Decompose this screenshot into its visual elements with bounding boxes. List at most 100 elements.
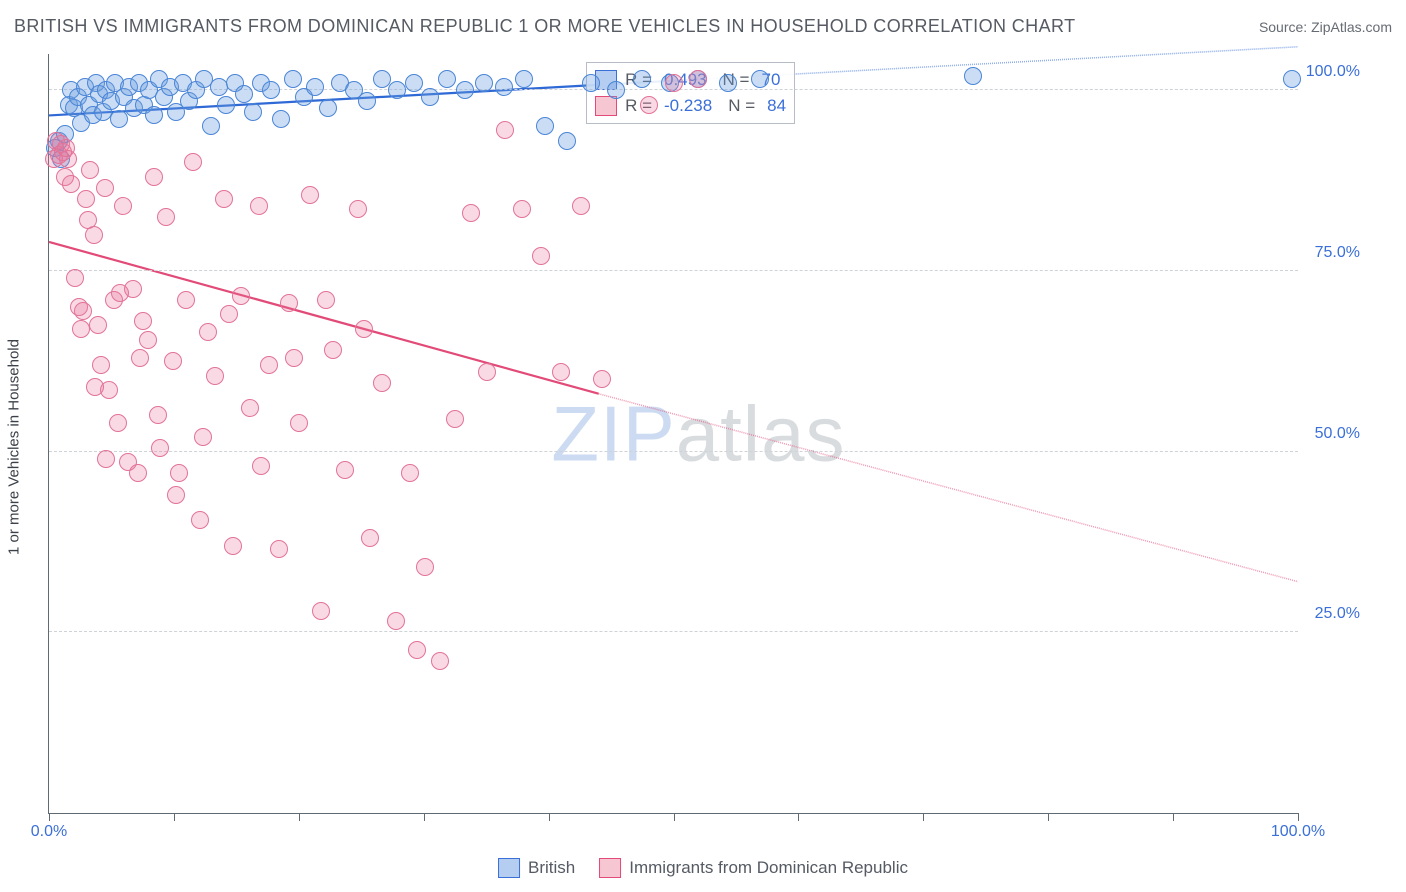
scatter-point: [72, 320, 90, 338]
scatter-point: [206, 367, 224, 385]
scatter-point: [558, 132, 576, 150]
x-tick-label: 100.0%: [1271, 823, 1325, 841]
y-axis-label: 1 or more Vehicles in Household: [6, 339, 23, 555]
scatter-point: [536, 117, 554, 135]
scatter-point: [361, 529, 379, 547]
scatter-point: [129, 464, 147, 482]
scatter-point: [640, 96, 658, 114]
scatter-point: [77, 190, 95, 208]
scatter-point: [79, 211, 97, 229]
scatter-point: [284, 70, 302, 88]
correlation-legend-row: R =-0.238N =84: [595, 93, 786, 119]
x-tick: [424, 813, 425, 821]
y-tick-label: 50.0%: [1315, 425, 1360, 443]
x-tick: [49, 813, 50, 821]
scatter-point: [456, 81, 474, 99]
gridline-h: [49, 631, 1298, 632]
scatter-point: [373, 374, 391, 392]
scatter-point: [139, 331, 157, 349]
scatter-point: [280, 294, 298, 312]
scatter-point: [552, 363, 570, 381]
scatter-point: [496, 121, 514, 139]
x-tick: [174, 813, 175, 821]
scatter-point: [167, 486, 185, 504]
scatter-point: [290, 414, 308, 432]
scatter-point: [475, 74, 493, 92]
scatter-point: [317, 291, 335, 309]
chart-area: 1 or more Vehicles in Household ZIPatlas…: [48, 54, 1366, 840]
scatter-point: [408, 641, 426, 659]
scatter-point: [1283, 70, 1301, 88]
y-tick-label: 75.0%: [1315, 244, 1360, 262]
legend-item: British: [498, 858, 575, 878]
scatter-point: [241, 399, 259, 417]
x-tick: [1298, 813, 1299, 821]
legend-item: Immigrants from Dominican Republic: [599, 858, 908, 878]
scatter-point: [97, 450, 115, 468]
scatter-point: [262, 81, 280, 99]
legend-swatch: [599, 858, 621, 878]
scatter-point: [217, 96, 235, 114]
scatter-point: [532, 247, 550, 265]
scatter-point: [438, 70, 456, 88]
y-tick-label: 25.0%: [1315, 605, 1360, 623]
scatter-point: [607, 81, 625, 99]
legend-label: Immigrants from Dominican Republic: [629, 858, 908, 878]
scatter-point: [270, 540, 288, 558]
scatter-point: [301, 186, 319, 204]
scatter-point: [272, 110, 290, 128]
x-tick: [299, 813, 300, 821]
scatter-point: [62, 175, 80, 193]
scatter-point: [57, 139, 75, 157]
scatter-point: [220, 305, 238, 323]
scatter-point: [151, 439, 169, 457]
scatter-point: [74, 302, 92, 320]
scatter-point: [751, 70, 769, 88]
y-tick-label: 100.0%: [1306, 63, 1360, 81]
scatter-point: [324, 341, 342, 359]
scatter-point: [170, 464, 188, 482]
scatter-point: [306, 78, 324, 96]
scatter-point: [114, 197, 132, 215]
scatter-point: [194, 428, 212, 446]
scatter-point: [215, 190, 233, 208]
series-legend: British Immigrants from Dominican Republi…: [498, 858, 908, 878]
scatter-point: [593, 370, 611, 388]
scatter-point: [244, 103, 262, 121]
x-tick: [1173, 813, 1174, 821]
scatter-point: [184, 153, 202, 171]
trend-lines: [49, 54, 1298, 813]
scatter-point: [665, 74, 683, 92]
scatter-point: [199, 323, 217, 341]
scatter-point: [210, 78, 228, 96]
scatter-point: [964, 67, 982, 85]
scatter-point: [405, 74, 423, 92]
scatter-point: [177, 291, 195, 309]
legend-label: British: [528, 858, 575, 878]
source-label: Source: ZipAtlas.com: [1259, 19, 1392, 37]
scatter-point: [235, 85, 253, 103]
scatter-point: [446, 410, 464, 428]
scatter-point: [416, 558, 434, 576]
scatter-point: [401, 464, 419, 482]
scatter-point: [312, 602, 330, 620]
scatter-point: [111, 284, 129, 302]
scatter-point: [131, 349, 149, 367]
scatter-point: [145, 168, 163, 186]
scatter-point: [134, 312, 152, 330]
scatter-point: [109, 414, 127, 432]
plot-region: ZIPatlas R =0.493N =70R =-0.238N =84 25.…: [48, 54, 1298, 814]
x-tick-label: 0.0%: [31, 823, 67, 841]
scatter-point: [81, 161, 99, 179]
scatter-point: [285, 349, 303, 367]
scatter-point: [145, 106, 163, 124]
scatter-point: [252, 457, 270, 475]
scatter-point: [462, 204, 480, 222]
x-tick: [1048, 813, 1049, 821]
scatter-point: [157, 208, 175, 226]
scatter-point: [572, 197, 590, 215]
scatter-point: [515, 70, 533, 88]
scatter-point: [319, 99, 337, 117]
gridline-h: [49, 451, 1298, 452]
scatter-point: [387, 612, 405, 630]
